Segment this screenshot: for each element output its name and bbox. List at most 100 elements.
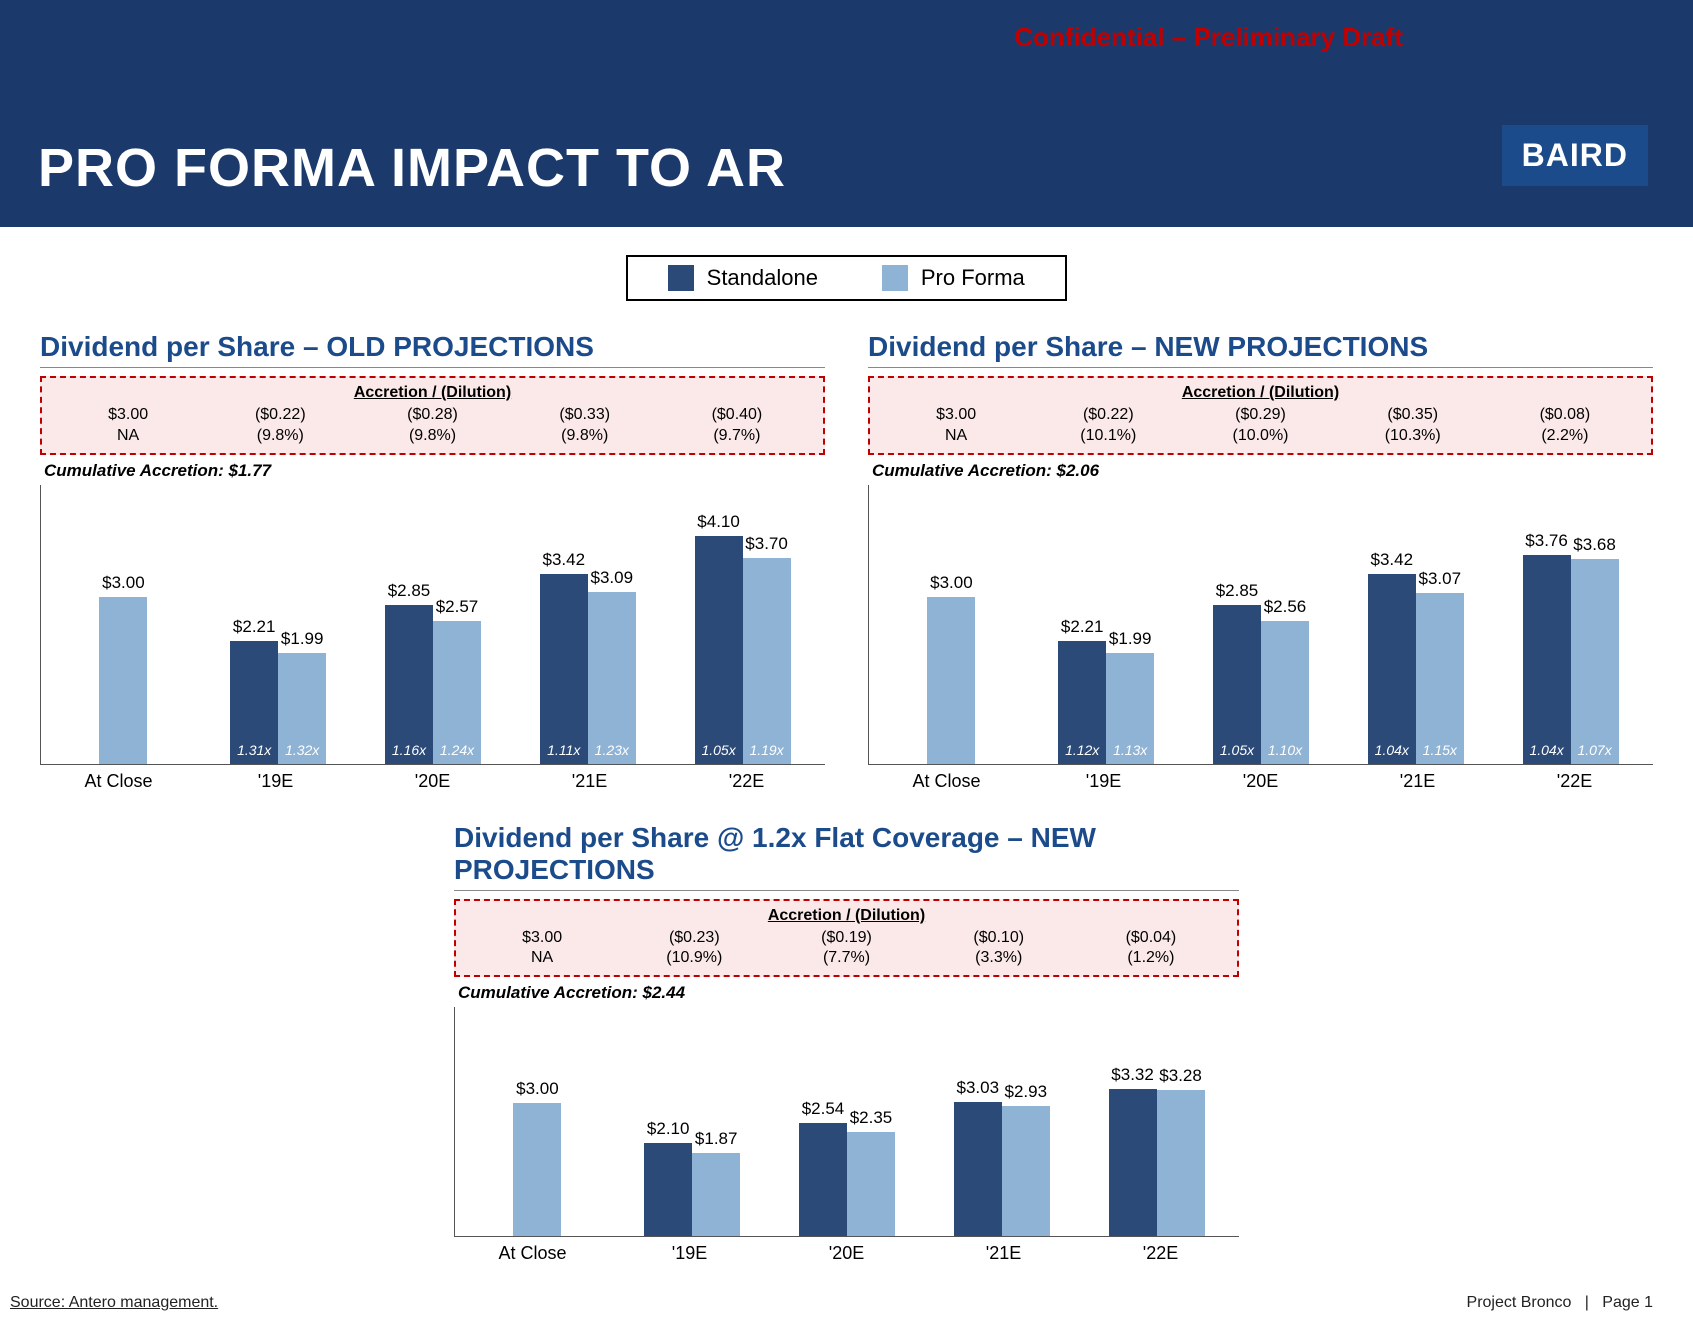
bar-inner-label: 1.04x [1529, 742, 1563, 764]
bar: $3.03 [954, 1102, 1002, 1237]
bar-group: $2.211.31x$1.991.32x [201, 641, 356, 764]
bar-inner-label: 1.16x [392, 742, 426, 764]
bar-value-label: $3.76 [1525, 531, 1568, 551]
chart-flat-coverage: Dividend per Share @ 1.2x Flat Coverage … [454, 822, 1239, 1265]
x-axis-label: '22E [668, 771, 825, 792]
bar-value-label: $2.56 [1264, 597, 1307, 617]
accretion-header: Accretion / (Dilution) [880, 384, 1641, 402]
accretion-cell: ($0.04)(1.2%) [1075, 928, 1227, 970]
bar-value-label: $3.00 [930, 573, 973, 593]
bar-value-label: $2.21 [1061, 617, 1104, 637]
accretion-cell: ($0.33)(9.8%) [509, 405, 661, 447]
accretion-cell: ($0.29)(10.0%) [1184, 405, 1336, 447]
bar-group: $3.03$2.93 [924, 1102, 1079, 1237]
bar: $3.28 [1157, 1090, 1205, 1236]
x-axis-label: '20E [354, 771, 511, 792]
accretion-cell: ($0.08)(2.2%) [1489, 405, 1641, 447]
bar-value-label: $3.00 [102, 573, 145, 593]
x-axis-label: '21E [925, 1243, 1082, 1264]
accretion-box: Accretion / (Dilution)$3.00NA($0.23)(10.… [454, 899, 1239, 978]
chart-title: Dividend per Share – OLD PROJECTIONS [40, 331, 825, 368]
bar-value-label: $4.10 [697, 512, 740, 532]
accretion-cell: ($0.19)(7.7%) [770, 928, 922, 970]
bar-value-label: $3.42 [543, 550, 586, 570]
page-title: PRO FORMA IMPACT TO AR [38, 137, 786, 199]
chart-title: Dividend per Share @ 1.2x Flat Coverage … [454, 822, 1239, 891]
bar-value-label: $3.28 [1159, 1066, 1202, 1086]
bars-area: $3.00$2.211.31x$1.991.32x$2.851.16x$2.57… [40, 485, 825, 765]
accretion-header: Accretion / (Dilution) [52, 384, 813, 402]
bar-inner-label: 1.11x [547, 742, 580, 764]
footer-source: Source: Antero management. [10, 1294, 218, 1312]
accretion-cell: ($0.28)(9.8%) [356, 405, 508, 447]
accretion-cell: $3.00NA [466, 928, 618, 970]
bar-group: $3.00 [874, 597, 1029, 764]
bar-value-label: $3.68 [1573, 535, 1616, 555]
bar-inner-label: 1.13x [1113, 742, 1147, 764]
accretion-cell: ($0.23)(10.9%) [618, 928, 770, 970]
bar-group: $3.00 [460, 1103, 615, 1236]
x-axis-label: '21E [511, 771, 668, 792]
accretion-cell: $3.00NA [880, 405, 1032, 447]
cumulative-accretion: Cumulative Accretion: $2.06 [872, 461, 1653, 481]
bar-value-label: $2.10 [647, 1119, 690, 1139]
x-axis-label: At Close [868, 771, 1025, 792]
bar: $3.32 [1109, 1089, 1157, 1237]
bar-group: $2.10$1.87 [615, 1143, 770, 1236]
bar-inner-label: 1.10x [1268, 742, 1302, 764]
x-axis-label: '19E [1025, 771, 1182, 792]
bar: $2.561.10x [1261, 621, 1309, 763]
bar-group: $3.761.04x$3.681.07x [1493, 555, 1648, 764]
bar: $1.991.13x [1106, 653, 1154, 764]
bar: $2.851.16x [385, 605, 433, 763]
bar-inner-label: 1.23x [595, 742, 629, 764]
bar-inner-label: 1.05x [701, 742, 735, 764]
bar: $2.35 [847, 1132, 895, 1236]
bar-value-label: $3.03 [957, 1078, 1000, 1098]
accretion-cell: ($0.40)(9.7%) [661, 405, 813, 447]
bar: $3.091.23x [588, 592, 636, 764]
footer-right: Project Bronco | Page 1 [1467, 1294, 1653, 1312]
bar-inner-label: 1.31x [237, 742, 271, 764]
bar: $3.00 [99, 597, 147, 764]
bar-value-label: $2.93 [1005, 1082, 1048, 1102]
chart-new-projections: Dividend per Share – NEW PROJECTIONSAccr… [868, 331, 1653, 792]
legend-swatch-standalone [668, 265, 694, 291]
x-axis-label: '20E [1182, 771, 1339, 792]
bar-value-label: $3.32 [1111, 1065, 1154, 1085]
bars-area: $3.00$2.10$1.87$2.54$2.35$3.03$2.93$3.32… [454, 1007, 1239, 1237]
bar-value-label: $2.21 [233, 617, 276, 637]
legend-swatch-proforma [882, 265, 908, 291]
bar: $2.211.12x [1058, 641, 1106, 764]
bar-value-label: $2.35 [850, 1108, 893, 1128]
bar: $3.00 [513, 1103, 561, 1236]
bar: $2.571.24x [433, 621, 481, 764]
bar: $3.421.11x [540, 574, 588, 764]
bar-value-label: $2.54 [802, 1099, 845, 1119]
x-axis-label: '19E [197, 771, 354, 792]
footer-project: Project Bronco [1467, 1294, 1572, 1311]
bar: $2.211.31x [230, 641, 278, 764]
bar-value-label: $3.07 [1419, 569, 1462, 589]
slide-header: Confidential – Preliminary Draft PRO FOR… [0, 0, 1693, 227]
chart-old-projections: Dividend per Share – OLD PROJECTIONS Accr… [40, 331, 825, 792]
bar-value-label: $1.99 [281, 629, 324, 649]
bar: $1.991.32x [278, 653, 326, 764]
bar: $3.701.19x [743, 558, 791, 764]
bar-group: $2.851.05x$2.561.10x [1184, 605, 1339, 763]
confidential-stamp: Confidential – Preliminary Draft [1014, 22, 1403, 53]
bar: $4.101.05x [695, 536, 743, 764]
legend-label-standalone: Standalone [707, 265, 818, 290]
bars-area: $3.00$2.211.12x$1.991.13x$2.851.05x$2.56… [868, 485, 1653, 765]
x-axis-label: '22E [1082, 1243, 1239, 1264]
cumulative-accretion: Cumulative Accretion: $1.77 [44, 461, 825, 481]
accretion-cell: ($0.22)(10.1%) [1032, 405, 1184, 447]
bar-inner-label: 1.05x [1220, 742, 1254, 764]
x-axis-label: '22E [1496, 771, 1653, 792]
bar-value-label: $1.99 [1109, 629, 1152, 649]
bar-value-label: $3.00 [516, 1079, 559, 1099]
bar-group: $2.54$2.35 [770, 1123, 925, 1236]
x-axis: At Close'19E'20E'21E'22E [868, 771, 1653, 792]
bar-value-label: $3.09 [591, 568, 634, 588]
bar-group: $3.32$3.28 [1079, 1089, 1234, 1237]
